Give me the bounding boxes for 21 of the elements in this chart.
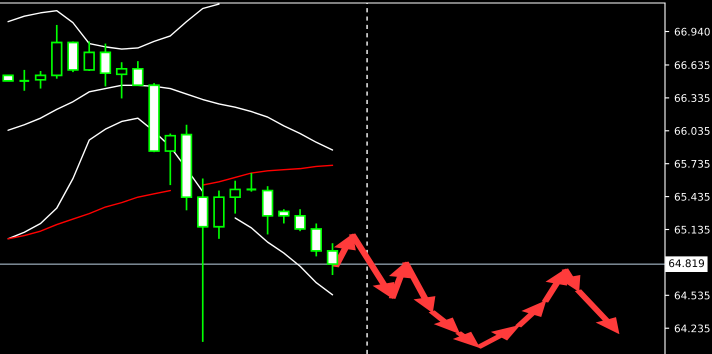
- candlestick: [229, 180, 241, 214]
- y-tick-label: 66.940: [674, 28, 710, 36]
- candlestick: [294, 208, 306, 232]
- candlestick: [245, 172, 258, 192]
- candlestick: [164, 132, 176, 186]
- y-tick-label: 65.435: [674, 192, 710, 201]
- y-tick-label: 65.135: [674, 226, 710, 234]
- candlestick: [278, 208, 290, 224]
- y-tick-label: 65.735: [674, 160, 710, 168]
- candlestick: [34, 70, 46, 90]
- candlestick: [84, 40, 95, 72]
- y-tick-label: 64.235: [674, 324, 710, 332]
- candlestick: [116, 61, 128, 100]
- candlestick: [326, 242, 338, 276]
- y-tick-label: 66.035: [674, 127, 710, 135]
- y-tick-label: 66.635: [674, 61, 710, 70]
- y-tick-label: 66.335: [674, 94, 710, 102]
- candlestick: [310, 222, 322, 258]
- ref-line-label: 64.819: [669, 259, 704, 268]
- candlestick: [18, 69, 30, 92]
- y-tick-label: 64.535: [674, 292, 710, 300]
